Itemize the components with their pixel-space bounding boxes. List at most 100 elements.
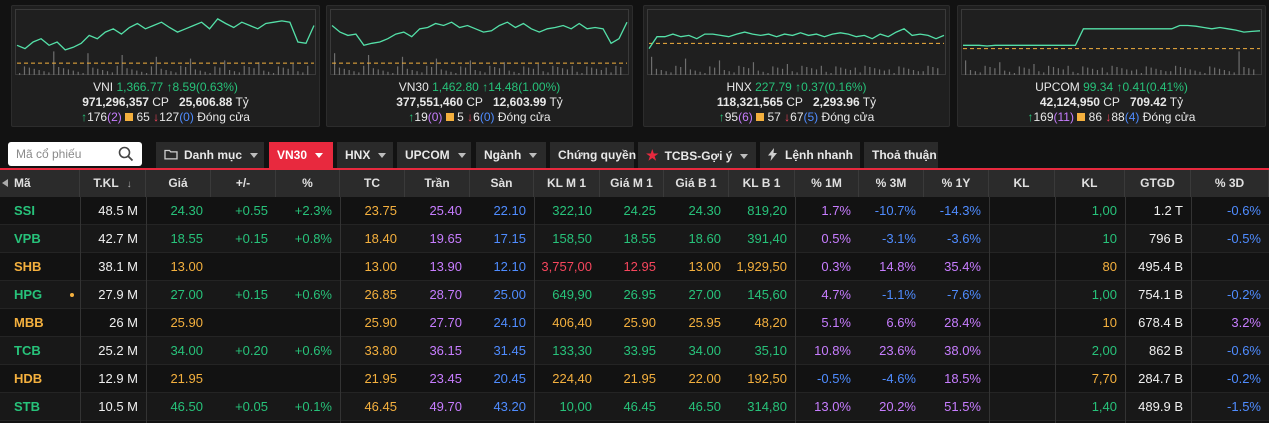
cell-price: 18.55 bbox=[170, 231, 203, 246]
cell-symbol[interactable]: STB bbox=[14, 399, 40, 414]
tab-danh-muc[interactable]: Danh mục bbox=[156, 142, 264, 168]
sparkline-frame bbox=[330, 9, 629, 75]
header-value[interactable]: GTGD bbox=[1125, 170, 1191, 197]
header-ask-price-1[interactable]: Giá B 1 bbox=[664, 170, 729, 197]
header-ceiling[interactable]: Trần bbox=[405, 170, 470, 197]
volume-bar bbox=[532, 68, 535, 75]
cell-total-volume: 25.2 M bbox=[98, 343, 138, 358]
cell-symbol[interactable]: HDB bbox=[14, 371, 43, 386]
tab-tcbs-goi-y[interactable]: ★ TCBS-Gợi ý bbox=[638, 142, 756, 168]
header-kl-b[interactable]: KL bbox=[1055, 170, 1125, 197]
table-row[interactable]: HDB 12.9 M 21.95 21.95 23.45 20.45 224,40 21.95… bbox=[0, 365, 1269, 393]
volume-bar bbox=[287, 68, 289, 75]
header-pct-1y[interactable]: % 1Y bbox=[924, 170, 989, 197]
collapse-arrow-icon[interactable] bbox=[2, 179, 8, 187]
cell-ask-price-1: 24.30 bbox=[688, 203, 721, 218]
table-header: Mã T.KL ↓ Giá +/-% TC Trần Sàn KL M 1 Giá M 1 Giá … bbox=[0, 170, 1269, 197]
index-volume: 118,321,565 bbox=[716, 95, 783, 109]
volume-bar bbox=[791, 71, 793, 75]
volume-bar bbox=[263, 70, 265, 75]
volume-bar bbox=[714, 67, 716, 75]
column-divider bbox=[1125, 197, 1126, 423]
index-card-hnx[interactable]: HNX 227.79 ↑0.37(0.16%) 118,321,565 CP 2,… bbox=[643, 5, 950, 127]
floor-count: (0) bbox=[479, 110, 495, 124]
header-change[interactable]: +/- bbox=[211, 170, 276, 197]
tab-thoa-thuan[interactable]: Thoả thuận bbox=[864, 142, 938, 168]
table-row[interactable]: HPG 27.9 M 27.00 +0.15 +0.6% 26.85 28.70 25.00 6… bbox=[0, 281, 1269, 309]
header-price[interactable]: Giá bbox=[146, 170, 211, 197]
header-label: % bbox=[302, 176, 313, 190]
cell-symbol[interactable]: TCB bbox=[14, 343, 41, 358]
tab-chung-quyen[interactable]: Chứng quyền bbox=[550, 142, 636, 168]
header-bid-price-1[interactable]: Giá M 1 bbox=[600, 170, 664, 197]
cell-symbol[interactable]: HPG bbox=[14, 287, 43, 302]
volume-bar bbox=[1111, 65, 1113, 75]
header-kl-a[interactable]: KL bbox=[989, 170, 1055, 197]
volume-bar bbox=[1189, 69, 1191, 75]
tab-upcom[interactable]: UPCOM bbox=[397, 142, 471, 168]
cell-ask-price-1: 46.50 bbox=[688, 399, 721, 414]
index-volume: 971,296,357 bbox=[82, 95, 149, 109]
cell-symbol[interactable]: MBB bbox=[14, 315, 44, 330]
declines-count: 88 bbox=[1111, 110, 1125, 124]
volume-bar bbox=[165, 70, 167, 75]
search-input[interactable] bbox=[8, 142, 116, 166]
header-floor[interactable]: Sàn bbox=[470, 170, 534, 197]
table-row[interactable]: STB 10.5 M 46.50 +0.05 +0.1% 46.45 49.70 43.20 1… bbox=[0, 393, 1269, 421]
sort-desc-icon[interactable]: ↓ bbox=[126, 179, 132, 190]
declines-count: 127 bbox=[159, 110, 180, 124]
index-volume-row: 42,124,950 CP 709.42 Tỷ bbox=[958, 95, 1265, 109]
cell-change: +0.55 bbox=[235, 203, 268, 218]
tab-vn30[interactable]: VN30 bbox=[269, 142, 333, 168]
market-status: Đóng cửa bbox=[821, 110, 875, 124]
header-percent[interactable]: % bbox=[276, 170, 340, 197]
cell-reference: 23.75 bbox=[364, 203, 397, 218]
cell-pct-3d: -0.6% bbox=[1227, 343, 1261, 358]
tab-hnx[interactable]: HNX bbox=[337, 142, 393, 168]
volume-bar bbox=[377, 69, 379, 75]
cell-symbol[interactable]: SSI bbox=[14, 203, 35, 218]
index-card-upcom[interactable]: UPCOM 99.34 ↑0.41(0.41%) 42,124,950 CP 70… bbox=[957, 5, 1266, 127]
table-row[interactable]: SSI 48.5 M 24.30 +0.55 +2.3% 23.75 25.40 22.10 3… bbox=[0, 197, 1269, 225]
index-card-vni[interactable]: VNI 1,366.77 ↑8.59(0.63%) 971,296,357 CP … bbox=[11, 5, 320, 127]
volume-bar bbox=[126, 68, 128, 75]
header-reference[interactable]: TC bbox=[340, 170, 405, 197]
header-bid-vol-1[interactable]: KL M 1 bbox=[534, 170, 600, 197]
index-volume-row: 971,296,357 CP 25,606.88 Tỷ bbox=[12, 95, 319, 109]
volume-bar bbox=[932, 67, 934, 75]
cell-ask-vol-1: 48,20 bbox=[754, 315, 787, 330]
tab-lenh-nhanh[interactable]: Lệnh nhanh bbox=[760, 142, 860, 168]
volume-bar bbox=[367, 55, 370, 75]
volume-bar bbox=[552, 65, 554, 75]
search-box[interactable] bbox=[8, 142, 142, 166]
index-value: 1,366.77 bbox=[116, 80, 164, 94]
cell-symbol[interactable]: VPB bbox=[14, 231, 41, 246]
table-row[interactable]: TCB 25.2 M 34.00 +0.20 +0.6% 33.80 36.15 31.45 1… bbox=[0, 337, 1269, 365]
unchanged-square-icon bbox=[445, 113, 454, 121]
header-pct-3m[interactable]: % 3M bbox=[859, 170, 924, 197]
header-pct-3d[interactable]: % 3D bbox=[1191, 170, 1269, 197]
cell-bid-vol-1: 322,10 bbox=[552, 203, 592, 218]
volume-bar bbox=[859, 72, 861, 75]
table-row[interactable]: SHB 38.1 M 13.00 13.00 13.90 12.10 3,757,00 12.… bbox=[0, 253, 1269, 281]
search-icon[interactable] bbox=[118, 146, 134, 162]
volume-bar bbox=[965, 60, 967, 75]
volume-bar bbox=[372, 68, 374, 75]
volume-bar bbox=[898, 66, 900, 75]
index-card-vn30[interactable]: VN30 1,462.80 ↑14.48(1.00%) 377,551,460 C… bbox=[326, 5, 633, 127]
header-label: % 1M bbox=[811, 176, 842, 190]
cell-symbol[interactable]: SHB bbox=[14, 259, 42, 274]
index-change: 14.48(1.00%) bbox=[488, 80, 561, 94]
volume-bar bbox=[1135, 69, 1138, 75]
tab-nganh[interactable]: Ngành bbox=[476, 142, 546, 168]
volume-bar bbox=[72, 70, 74, 75]
volume-bar bbox=[815, 69, 818, 75]
header-total-volume[interactable]: T.KL ↓ bbox=[80, 170, 146, 197]
table-row[interactable]: VPB 42.7 M 18.55 +0.15 +0.8% 18.40 19.65 17.15 1… bbox=[0, 225, 1269, 253]
volume-bar bbox=[1028, 68, 1030, 75]
header-symbol[interactable]: Mã bbox=[0, 170, 80, 197]
table-row[interactable]: MBB 26 M 25.90 25.90 27.70 24.10 406,40 25.90 25… bbox=[0, 309, 1269, 337]
header-pct-1m[interactable]: % 1M bbox=[795, 170, 859, 197]
header-ask-vol-1[interactable]: KL B 1 bbox=[729, 170, 795, 197]
cell-kl-a bbox=[989, 197, 1055, 225]
